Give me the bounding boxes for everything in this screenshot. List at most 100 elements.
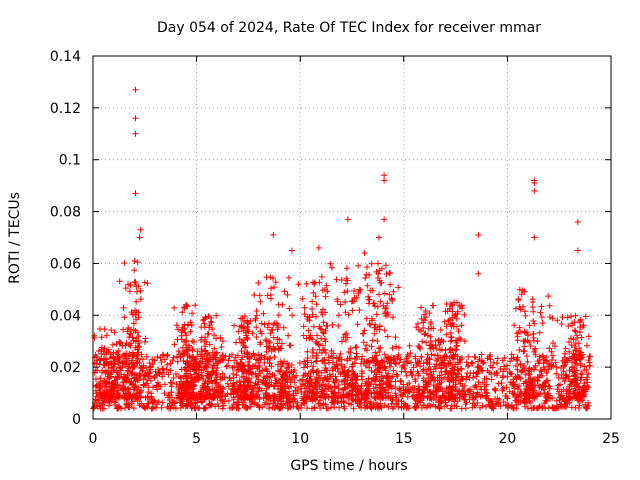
data-point (170, 374, 177, 381)
data-point (167, 379, 174, 386)
data-point (93, 382, 100, 389)
data-point (157, 383, 164, 390)
data-point (398, 404, 405, 411)
data-point (512, 305, 519, 312)
data-point (370, 300, 377, 307)
data-point (307, 379, 314, 386)
data-point (378, 265, 385, 272)
data-point (234, 352, 241, 359)
data-point (111, 399, 118, 406)
data-point (389, 405, 396, 412)
data-point (572, 353, 579, 360)
data-point (268, 326, 275, 333)
data-point (338, 362, 345, 369)
data-point (449, 365, 456, 372)
data-point (356, 307, 363, 314)
data-point (107, 395, 114, 402)
data-point (392, 383, 399, 390)
data-point (269, 275, 276, 282)
data-point (278, 363, 285, 370)
data-point (184, 361, 191, 368)
data-point (177, 404, 184, 411)
data-point (531, 187, 538, 194)
data-point (131, 363, 138, 370)
data-point (321, 346, 328, 353)
data-point (184, 375, 191, 382)
data-point (344, 334, 351, 341)
data-point (262, 336, 269, 343)
data-point (98, 334, 105, 341)
data-point (110, 391, 117, 398)
data-point (542, 393, 549, 400)
data-point (204, 357, 211, 364)
data-point (333, 276, 340, 283)
data-point (168, 389, 175, 396)
data-point (270, 398, 277, 405)
data-point (134, 259, 141, 266)
data-point (164, 353, 171, 360)
data-point (245, 359, 252, 366)
data-point (362, 345, 369, 352)
data-point (374, 275, 381, 282)
data-point (377, 361, 384, 368)
data-point (521, 328, 528, 335)
data-point (522, 312, 529, 319)
data-point (454, 308, 461, 315)
data-point (571, 372, 578, 379)
data-point (224, 362, 231, 369)
data-point (300, 332, 307, 339)
data-point (554, 317, 561, 324)
data-point (413, 324, 420, 331)
data-point (376, 378, 383, 385)
data-point (344, 288, 351, 295)
data-point (206, 378, 213, 385)
data-point (395, 351, 402, 358)
data-point (531, 234, 538, 241)
data-point (446, 384, 453, 391)
data-point (572, 371, 579, 378)
data-point (427, 388, 434, 395)
data-point (385, 370, 392, 377)
data-point (141, 279, 148, 286)
data-point (231, 363, 238, 370)
data-point (421, 331, 428, 338)
data-point (188, 322, 195, 329)
data-point (477, 404, 484, 411)
data-point (192, 302, 199, 309)
data-point (272, 346, 279, 353)
data-point (440, 392, 447, 399)
data-point (420, 367, 427, 374)
data-point (212, 354, 219, 361)
data-point (143, 353, 150, 360)
data-point (284, 405, 291, 412)
data-point (388, 296, 395, 303)
data-point (381, 402, 388, 409)
data-point (353, 343, 360, 350)
data-point (177, 353, 184, 360)
data-point (319, 358, 326, 365)
data-point (301, 311, 308, 318)
data-point (404, 358, 411, 365)
data-point (323, 383, 330, 390)
data-point (195, 371, 202, 378)
data-point (137, 296, 144, 303)
data-point (514, 366, 521, 373)
data-point (261, 321, 268, 328)
data-point (206, 400, 213, 407)
data-point (201, 405, 208, 412)
data-point (542, 379, 549, 386)
data-point (287, 342, 294, 349)
data-point (113, 349, 120, 356)
data-point (422, 314, 429, 321)
data-point (500, 368, 507, 375)
data-point (146, 369, 153, 376)
data-point (328, 264, 335, 271)
data-point (234, 367, 241, 374)
data-point (124, 361, 131, 368)
data-point (379, 384, 386, 391)
data-point (458, 322, 465, 329)
data-point (145, 384, 152, 391)
data-point (171, 304, 178, 311)
data-point (335, 357, 342, 364)
data-point (381, 290, 388, 297)
